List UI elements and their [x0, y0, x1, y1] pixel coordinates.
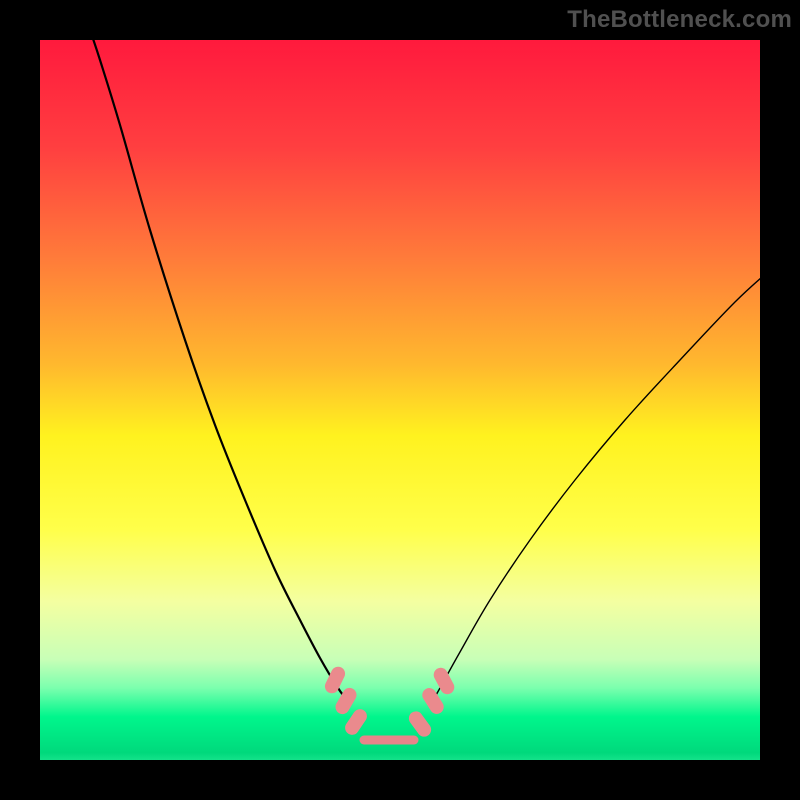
watermark-text: TheBottleneck.com — [567, 6, 792, 34]
figure-root: TheBottleneck.com — [0, 0, 800, 800]
plot-area — [40, 40, 760, 760]
chart-background — [40, 40, 760, 760]
chart-svg — [40, 40, 760, 760]
